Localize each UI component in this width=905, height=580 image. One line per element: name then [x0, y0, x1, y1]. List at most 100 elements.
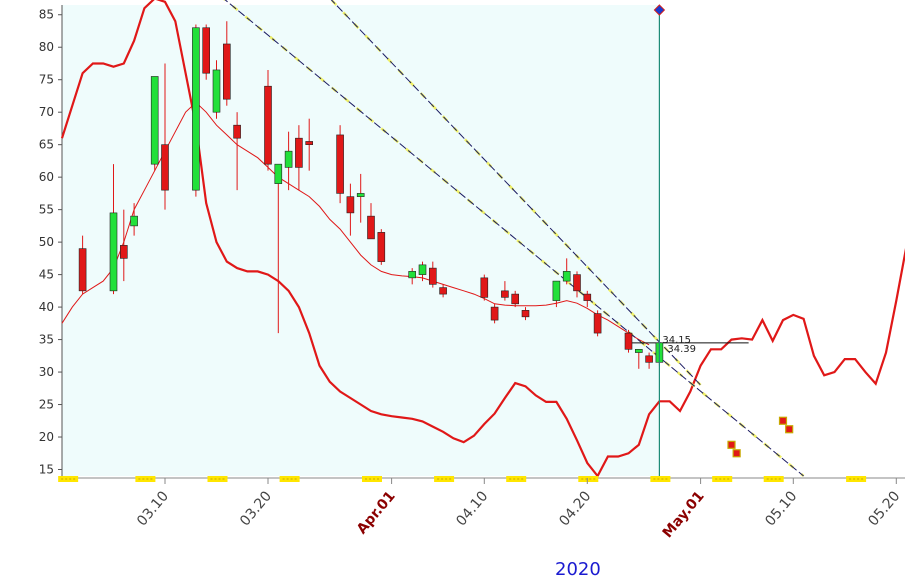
y-tick-label: 50: [39, 235, 54, 249]
signal-marker: [785, 425, 794, 434]
signal-marker: [727, 440, 736, 449]
candle-body: [161, 144, 169, 191]
candle: [511, 290, 520, 308]
candle: [480, 274, 489, 301]
candle: [408, 268, 417, 285]
candle: [634, 349, 643, 369]
candle-body: [645, 355, 653, 363]
signal-marker: [778, 416, 788, 425]
y-tick-label: 75: [39, 73, 54, 87]
y-tick-label: 85: [39, 8, 54, 22]
candle-body: [109, 212, 118, 292]
period-marker: [362, 476, 382, 482]
candle-body: [305, 141, 314, 145]
y-tick-label: 60: [39, 170, 54, 184]
period-marker: [279, 476, 300, 482]
candle-body: [202, 27, 210, 74]
candle-body: [583, 293, 592, 301]
y-tick-label: 30: [39, 365, 54, 379]
candle-body: [634, 349, 643, 353]
candle: [418, 261, 427, 282]
y-tick-label: 80: [39, 40, 54, 54]
candle-body: [274, 163, 283, 184]
signal-markers: [727, 416, 794, 458]
candle-body: [480, 277, 489, 298]
candle: [645, 352, 653, 369]
trend-line: [330, 0, 701, 386]
candle-body: [130, 215, 138, 227]
candle: [212, 60, 221, 119]
candle: [377, 229, 386, 265]
period-marker: [578, 476, 599, 482]
period-marker: [434, 476, 455, 482]
candle-body: [593, 313, 602, 334]
y-tick-label: 20: [39, 430, 54, 444]
candle-body: [367, 215, 375, 240]
candle: [264, 69, 272, 171]
candle-body: [408, 271, 417, 279]
signal-marker: [732, 449, 741, 458]
candle: [109, 164, 118, 295]
period-marker: [58, 476, 79, 482]
period-marker: [650, 476, 671, 482]
candle-body: [150, 76, 159, 165]
candle-body: [120, 245, 128, 259]
candle: [130, 203, 138, 236]
band-lines: [60, 0, 905, 479]
candle: [223, 21, 231, 106]
candle: [120, 209, 128, 282]
candle-body: [624, 332, 633, 350]
candles: [78, 21, 664, 369]
candle: [78, 235, 87, 295]
candle: [284, 131, 293, 191]
candle: [552, 280, 561, 308]
period-marker: [207, 476, 228, 482]
candle: [428, 261, 437, 288]
candle-body: [377, 232, 386, 262]
moving-average-line: [61, 101, 650, 346]
candle-body: [346, 196, 355, 214]
candle: [346, 183, 355, 236]
bollinger-band-line: [60, 0, 905, 479]
candle-body: [295, 137, 303, 168]
candle: [562, 258, 571, 285]
candle: [336, 125, 344, 204]
price-annotations: 34.15 34.39: [662, 335, 696, 355]
candle-body: [78, 248, 87, 292]
candle-body: [336, 134, 344, 194]
cursor-diamond-icon[interactable]: [653, 4, 666, 16]
period-marker: [506, 476, 527, 482]
candle-body: [356, 193, 365, 197]
candle: [305, 118, 314, 171]
candle-body: [284, 150, 293, 168]
candle-body: [418, 264, 427, 275]
y-tick-label: 45: [39, 268, 54, 282]
candle-body: [521, 310, 530, 318]
y-tick-label: 65: [39, 138, 54, 152]
candle: [521, 307, 530, 321]
candle-body: [212, 69, 221, 113]
trend-line-highlight: [223, 0, 805, 477]
candle-body: [573, 274, 581, 292]
price-annotation-lower: 34.39: [667, 344, 696, 355]
y-tick-label: 35: [39, 333, 54, 347]
candle: [583, 290, 592, 308]
period-marker: [135, 476, 156, 482]
candle: [274, 163, 283, 334]
candle: [295, 125, 303, 191]
y-tick-label: 15: [39, 463, 54, 477]
candle: [233, 112, 241, 191]
candle-body: [501, 290, 509, 298]
candle: [202, 24, 210, 80]
period-marker: [763, 476, 784, 482]
candle: [573, 271, 581, 298]
candle-body: [264, 85, 272, 165]
candle: [593, 310, 602, 337]
candle: [624, 329, 633, 353]
y-tick-label: 70: [39, 105, 54, 119]
y-tick-label: 40: [39, 300, 54, 314]
trend-lines: [223, 0, 805, 477]
candle-body: [428, 267, 437, 285]
candle: [501, 281, 509, 301]
